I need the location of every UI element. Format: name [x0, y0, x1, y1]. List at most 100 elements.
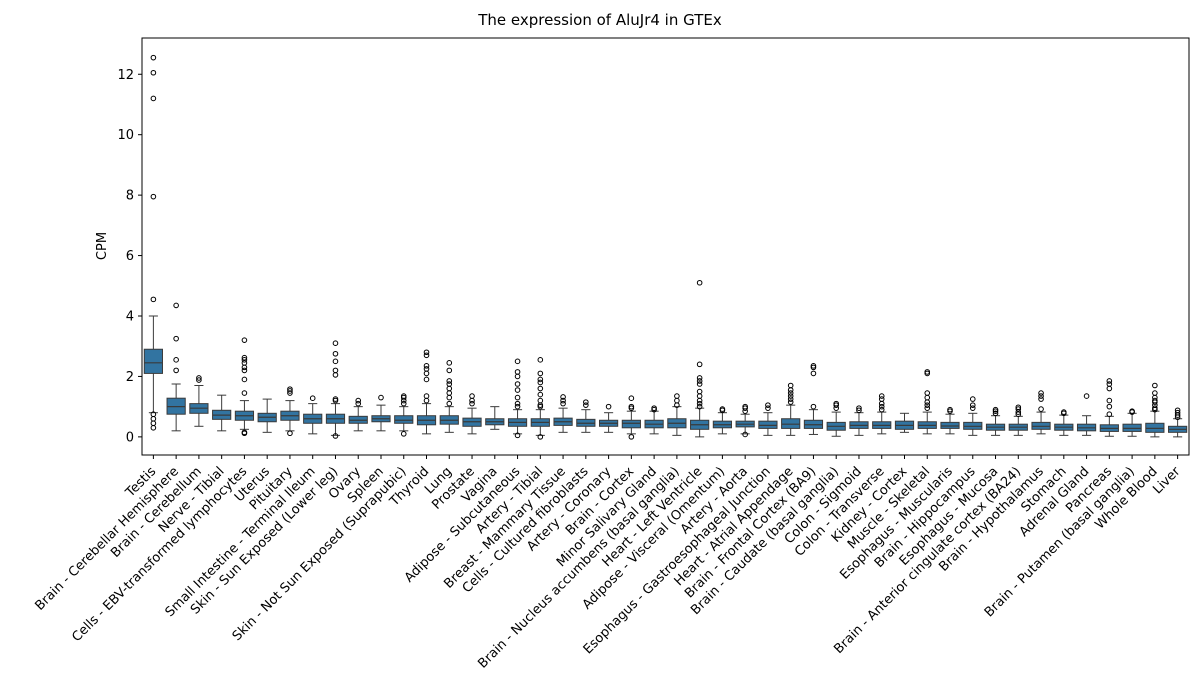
y-axis-label: CPM — [95, 232, 110, 260]
box-10 — [371, 394, 391, 432]
outlier-point — [241, 357, 248, 363]
outlier-point — [150, 54, 157, 61]
outlier-point — [514, 381, 521, 387]
outlier-point — [1015, 411, 1022, 418]
outlier-point — [924, 405, 931, 411]
outlier-point — [150, 69, 157, 76]
box-9 — [348, 397, 368, 432]
outlier-point — [1174, 409, 1181, 416]
outlier-point — [241, 390, 248, 396]
outlier-point — [1106, 381, 1113, 387]
outlier-point — [355, 400, 362, 407]
outlier-point — [150, 415, 157, 422]
box-39 — [1031, 390, 1051, 435]
box-33 — [894, 412, 915, 433]
y-tick-label: 4 — [126, 310, 134, 325]
outlier-point — [560, 394, 566, 400]
outlier-point — [696, 388, 703, 395]
outlier-point — [332, 396, 339, 402]
box-41 — [1076, 393, 1097, 436]
box-32 — [872, 393, 892, 435]
box-14 — [462, 393, 482, 435]
outlier-point — [924, 399, 931, 405]
outlier-point — [765, 405, 771, 411]
outlier-point — [856, 407, 862, 414]
box-2 — [189, 375, 209, 427]
outlier-point — [969, 396, 976, 402]
chart-title: The expression of AluJr4 in GTEx — [478, 11, 722, 29]
box-8 — [325, 340, 346, 439]
outlier-point — [446, 381, 453, 387]
iqr-box — [621, 419, 641, 429]
outlier-point — [446, 390, 453, 396]
box-1 — [166, 302, 186, 432]
outlier-point — [696, 403, 703, 410]
outlier-point — [810, 370, 817, 377]
outlier-point — [537, 376, 544, 383]
outlier-point — [514, 403, 521, 410]
outlier-point — [423, 370, 430, 377]
outlier-point — [446, 378, 453, 384]
box-43 — [1122, 408, 1142, 437]
box-25 — [712, 406, 733, 435]
iqr-box — [394, 415, 414, 424]
outlier-point — [924, 402, 931, 408]
box-12 — [416, 349, 437, 435]
outlier-point — [423, 349, 430, 356]
outlier-point — [309, 395, 316, 401]
box-16 — [507, 358, 528, 439]
box-20 — [598, 403, 619, 433]
outlier-point — [400, 431, 407, 437]
outlier-point — [469, 393, 475, 399]
outlier-point — [878, 393, 885, 399]
outlier-point — [287, 390, 293, 396]
box-18 — [553, 394, 573, 433]
y-tick-label: 12 — [117, 68, 134, 83]
outlier-point — [332, 350, 339, 357]
box-31 — [849, 405, 869, 436]
outlier-point — [1083, 393, 1090, 399]
outlier-point — [674, 397, 680, 404]
outlier-point — [878, 400, 885, 407]
box-0 — [143, 54, 163, 431]
outlier-point — [173, 367, 179, 374]
outlier-point — [742, 403, 748, 410]
outlier-point — [560, 400, 566, 407]
outlier-point — [1106, 411, 1113, 418]
outlier-point — [423, 376, 430, 383]
outlier-point — [856, 405, 862, 411]
outlier-point — [969, 402, 976, 408]
outlier-point — [924, 369, 931, 375]
iqr-box — [143, 348, 163, 374]
outlier-point — [878, 396, 885, 402]
outlier-point — [514, 400, 521, 407]
outlier-point — [241, 360, 248, 366]
iqr-box — [1145, 422, 1165, 433]
outlier-point — [241, 337, 248, 343]
box-13 — [439, 360, 459, 433]
box-11 — [394, 393, 414, 437]
outlier-point — [628, 434, 635, 440]
outlier-point — [400, 400, 407, 407]
outlier-point — [537, 357, 544, 363]
outlier-point — [1152, 390, 1158, 396]
outlier-point — [537, 391, 544, 398]
box-28 — [781, 382, 801, 436]
outlier-point — [332, 372, 339, 378]
outlier-point — [423, 366, 430, 372]
outlier-point — [696, 279, 703, 286]
box-40 — [1054, 409, 1074, 436]
outlier-point — [1015, 406, 1022, 412]
box-19 — [576, 399, 596, 433]
box-26 — [735, 403, 755, 438]
outlier-point — [924, 394, 931, 401]
outlier-point — [514, 432, 521, 439]
outlier-point — [787, 396, 794, 402]
outlier-point — [537, 397, 544, 404]
box-22 — [644, 405, 664, 435]
outlier-point — [628, 395, 635, 401]
outlier-point — [833, 400, 840, 407]
outlier-point — [423, 363, 430, 369]
outlier-point — [423, 393, 430, 399]
